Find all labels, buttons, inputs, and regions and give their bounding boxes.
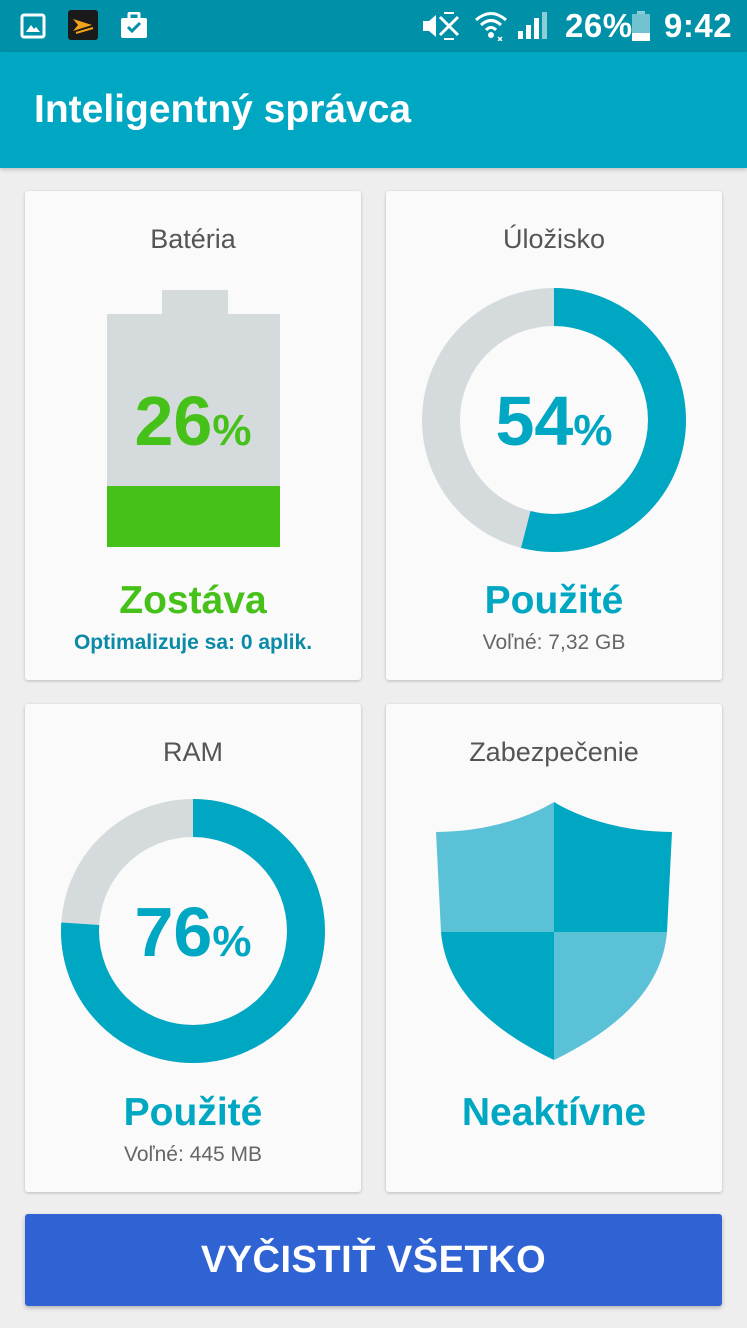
storage-donut	[422, 288, 686, 552]
app-icon	[68, 10, 98, 45]
app-title: Inteligentný správca	[34, 88, 412, 131]
storage-percent-value: 54	[495, 382, 574, 460]
clock: 9:42	[664, 7, 733, 44]
storage-percent-display: 54%	[386, 381, 722, 461]
app-bar: Inteligentný správca	[0, 52, 747, 168]
ram-status: Použité	[123, 1091, 263, 1134]
storage-status: Použité	[484, 579, 624, 622]
ram-donut	[61, 799, 325, 1063]
ram-percent-sign: %	[212, 917, 252, 966]
storage-card[interactable]: Úložisko 54% Použité Voľné: 7,32 GB	[386, 191, 722, 680]
battery-percent: 26%	[565, 7, 633, 44]
battery-fill	[107, 486, 280, 547]
wifi-icon	[474, 9, 508, 46]
security-card[interactable]: Zabezpečenie Neaktívne	[386, 704, 722, 1192]
ram-subtext: Voľné: 445 MB	[123, 1143, 263, 1166]
battery-status: Zostáva	[119, 579, 267, 622]
storage-card-title: Úložisko	[502, 224, 606, 254]
storage-subtext: Voľné: 7,32 GB	[482, 631, 626, 654]
security-card-title: Zabezpečenie	[469, 737, 639, 767]
ram-card-title: RAM	[163, 737, 223, 767]
ram-percent-value: 76	[134, 893, 213, 971]
battery-card[interactable]: Batéria 26% Zostáva Optimalizuje sa: 0 a…	[25, 191, 361, 680]
storage-percent-sign: %	[573, 406, 613, 455]
battery-percent-display: 26%	[25, 381, 361, 461]
ram-percent-display: 76%	[25, 892, 361, 972]
battery-icon	[632, 11, 650, 46]
shield-icon	[436, 802, 672, 1060]
signal-icon	[516, 11, 548, 46]
gallery-icon	[20, 13, 46, 44]
battery-subtext: Optimalizuje sa: 0 aplik.	[73, 631, 313, 654]
ram-card[interactable]: RAM 76% Použité Voľné: 445 MB	[25, 704, 361, 1192]
status-bar: 26% 9:42	[0, 0, 747, 52]
storage-donut-arc	[422, 288, 686, 552]
battery-level-icon	[107, 290, 280, 547]
clean-all-button[interactable]: VYČISTIŤ VŠETKO	[25, 1214, 722, 1306]
security-status: Neaktívne	[461, 1091, 647, 1134]
mute-icon	[420, 11, 462, 46]
battery-percent-sign: %	[212, 406, 252, 455]
briefcase-icon	[120, 11, 148, 44]
battery-percent-value: 26	[134, 382, 213, 460]
ram-donut-arc	[61, 799, 325, 1063]
battery-card-title: Batéria	[150, 224, 236, 254]
